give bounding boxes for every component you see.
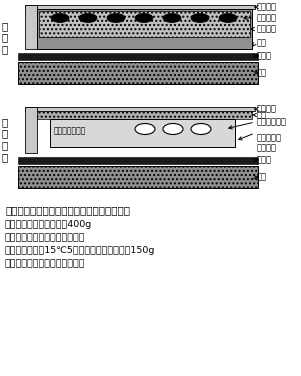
Ellipse shape — [135, 14, 153, 23]
Text: 被覆資材: 被覆資材 — [257, 105, 277, 114]
Bar — [18, 62, 258, 84]
Text: 催芽種子: 催芽種子 — [257, 14, 277, 23]
Ellipse shape — [107, 14, 125, 23]
Bar — [18, 166, 258, 188]
Bar — [18, 53, 258, 60]
Text: 接着剤：ポリビニルアルコール: 接着剤：ポリビニルアルコール — [5, 259, 85, 268]
Text: シート: シート — [257, 156, 272, 165]
Ellipse shape — [79, 14, 97, 23]
Ellipse shape — [163, 123, 183, 135]
Bar — [25, 107, 37, 153]
Text: 被覆資材: 被覆資材 — [257, 3, 277, 12]
Text: 浸種乾燥種子: 浸種乾燥種子 — [257, 117, 287, 126]
Text: 図１　「箱なし苗」の平置き出芽法の模式図: 図１ 「箱なし苗」の平置き出芽法の模式図 — [5, 205, 130, 215]
Text: 育苗培土: 育苗培土 — [257, 24, 277, 33]
Bar — [18, 157, 258, 164]
Ellipse shape — [219, 14, 237, 23]
Text: 箱
な
し
苗: 箱 な し 苗 — [2, 117, 8, 162]
Bar — [25, 107, 255, 111]
Ellipse shape — [51, 14, 69, 23]
Text: 覆土: 覆土 — [257, 111, 267, 120]
Text: 浸種乾燥種子：15℃5日間浸漬した後乾燥，150g: 浸種乾燥種子：15℃5日間浸漬した後乾燥，150g — [5, 246, 155, 255]
Bar — [37, 9, 252, 49]
Bar — [37, 111, 252, 119]
Text: シート: シート — [257, 52, 272, 61]
Text: 種子付きマット: 種子付きマット — [54, 126, 86, 135]
Bar — [39, 11, 250, 37]
Text: 苗箱: 苗箱 — [257, 38, 267, 47]
Text: もみがら成型マット：肥料入り: もみがら成型マット：肥料入り — [5, 233, 85, 242]
Text: 苗床: 苗床 — [257, 68, 267, 77]
Text: 土
付
苗: 土 付 苗 — [2, 21, 8, 54]
Ellipse shape — [163, 14, 181, 23]
Text: 覆土：肥料入り粒状培土400g: 覆土：肥料入り粒状培土400g — [5, 220, 92, 229]
Bar — [25, 5, 255, 9]
Text: 苗床: 苗床 — [257, 173, 267, 182]
Ellipse shape — [135, 123, 155, 135]
Bar — [25, 5, 37, 49]
Ellipse shape — [191, 14, 209, 23]
Bar — [50, 119, 235, 147]
Ellipse shape — [191, 123, 211, 135]
Text: もみがら成
形マット: もみがら成 形マット — [257, 133, 282, 152]
